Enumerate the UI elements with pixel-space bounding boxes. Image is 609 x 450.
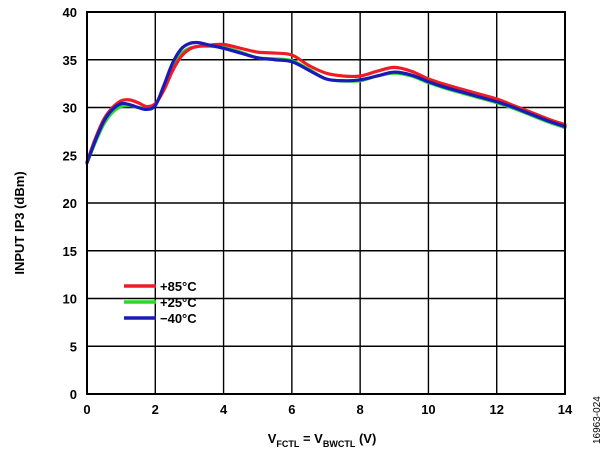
y-tick-label: 35: [63, 53, 77, 68]
y-tick-label: 25: [63, 148, 77, 163]
y-tick-label: 15: [63, 244, 77, 259]
grid: [86, 11, 566, 395]
x-tick-label: 10: [421, 402, 435, 417]
x-tick-label: 14: [558, 402, 573, 417]
x-tick-label: 6: [288, 402, 295, 417]
x-tick-label: 2: [152, 402, 159, 417]
series-line-1: [85, 44, 567, 165]
x-axis-label: VFCTL = VBWCTL (V): [268, 431, 377, 449]
figure-id: 16963-024: [592, 396, 603, 444]
plot-frame: [86, 11, 566, 395]
series-line-2: [85, 40, 567, 165]
series-line-0: [85, 42, 567, 164]
y-tick-label: 40: [63, 5, 77, 20]
y-tick-label: 5: [70, 339, 77, 354]
x-tick-label: 0: [83, 402, 90, 417]
y-tick-label: 10: [63, 292, 77, 307]
legend-label-1: +25°C: [160, 295, 197, 310]
legend-label-2: −40°C: [160, 311, 197, 326]
x-tick-label: 8: [357, 402, 364, 417]
y-tick-labels: 0 5 10 15 20 25 30 35 40: [63, 5, 77, 402]
y-tick-label: 20: [63, 196, 77, 211]
legend-label-0: +85°C: [160, 279, 197, 294]
legend: +85°C+25°C−40°C: [124, 279, 197, 326]
x-tick-labels: 0 2 4 6 8 10 12 14: [83, 402, 573, 417]
y-axis-label: INPUT IP3 (dBm): [12, 171, 27, 274]
x-tick-label: 4: [220, 402, 228, 417]
series-lines: [85, 40, 567, 165]
y-tick-label: 30: [63, 101, 77, 116]
y-tick-label: 0: [70, 387, 77, 402]
x-tick-label: 12: [489, 402, 503, 417]
